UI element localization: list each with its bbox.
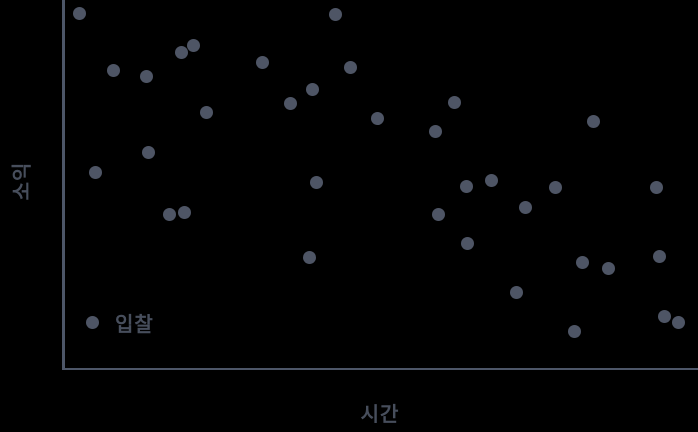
scatter-point xyxy=(309,175,323,189)
scatter-point xyxy=(88,165,102,179)
scatter-point xyxy=(186,38,200,52)
legend-label: 입찰 xyxy=(115,313,154,336)
y-axis-line xyxy=(62,0,65,370)
scatter-point xyxy=(139,69,153,83)
scatter-point xyxy=(575,255,589,269)
scatter-point xyxy=(459,179,473,193)
scatter-point xyxy=(328,7,342,21)
scatter-point xyxy=(428,124,442,138)
scatter-point xyxy=(370,111,384,125)
scatter-point xyxy=(162,207,176,221)
legend-marker-icon xyxy=(86,315,99,329)
scatter-point xyxy=(302,250,316,264)
x-axis-label: 시간 xyxy=(360,404,400,426)
x-axis-line xyxy=(62,367,698,370)
scatter-point xyxy=(177,205,191,219)
scatter-point xyxy=(567,324,581,338)
scatter-point xyxy=(431,207,445,221)
scatter-point xyxy=(255,55,269,69)
scatter-point xyxy=(72,6,86,20)
scatter-point xyxy=(518,200,532,214)
scatter-point xyxy=(106,63,120,77)
scatter-point xyxy=(283,96,297,110)
scatter-point xyxy=(343,60,357,74)
scatter-point xyxy=(460,236,474,250)
legend: 입찰 xyxy=(86,309,154,336)
scatter-point xyxy=(649,180,663,194)
scatter-point xyxy=(586,114,600,128)
scatter-point xyxy=(509,285,523,299)
scatter-point xyxy=(601,261,615,275)
scatter-point xyxy=(305,82,319,96)
scatter-point xyxy=(652,249,666,263)
scatter-point xyxy=(174,45,188,59)
scatter-point xyxy=(671,315,685,329)
scatter-point xyxy=(548,180,562,194)
scatter-point xyxy=(447,95,461,109)
scatter-point xyxy=(484,173,498,187)
y-axis-label: 소익 xyxy=(11,161,34,201)
scatter-point xyxy=(141,145,155,159)
scatter-point xyxy=(657,309,671,323)
scatter-point xyxy=(199,105,213,119)
